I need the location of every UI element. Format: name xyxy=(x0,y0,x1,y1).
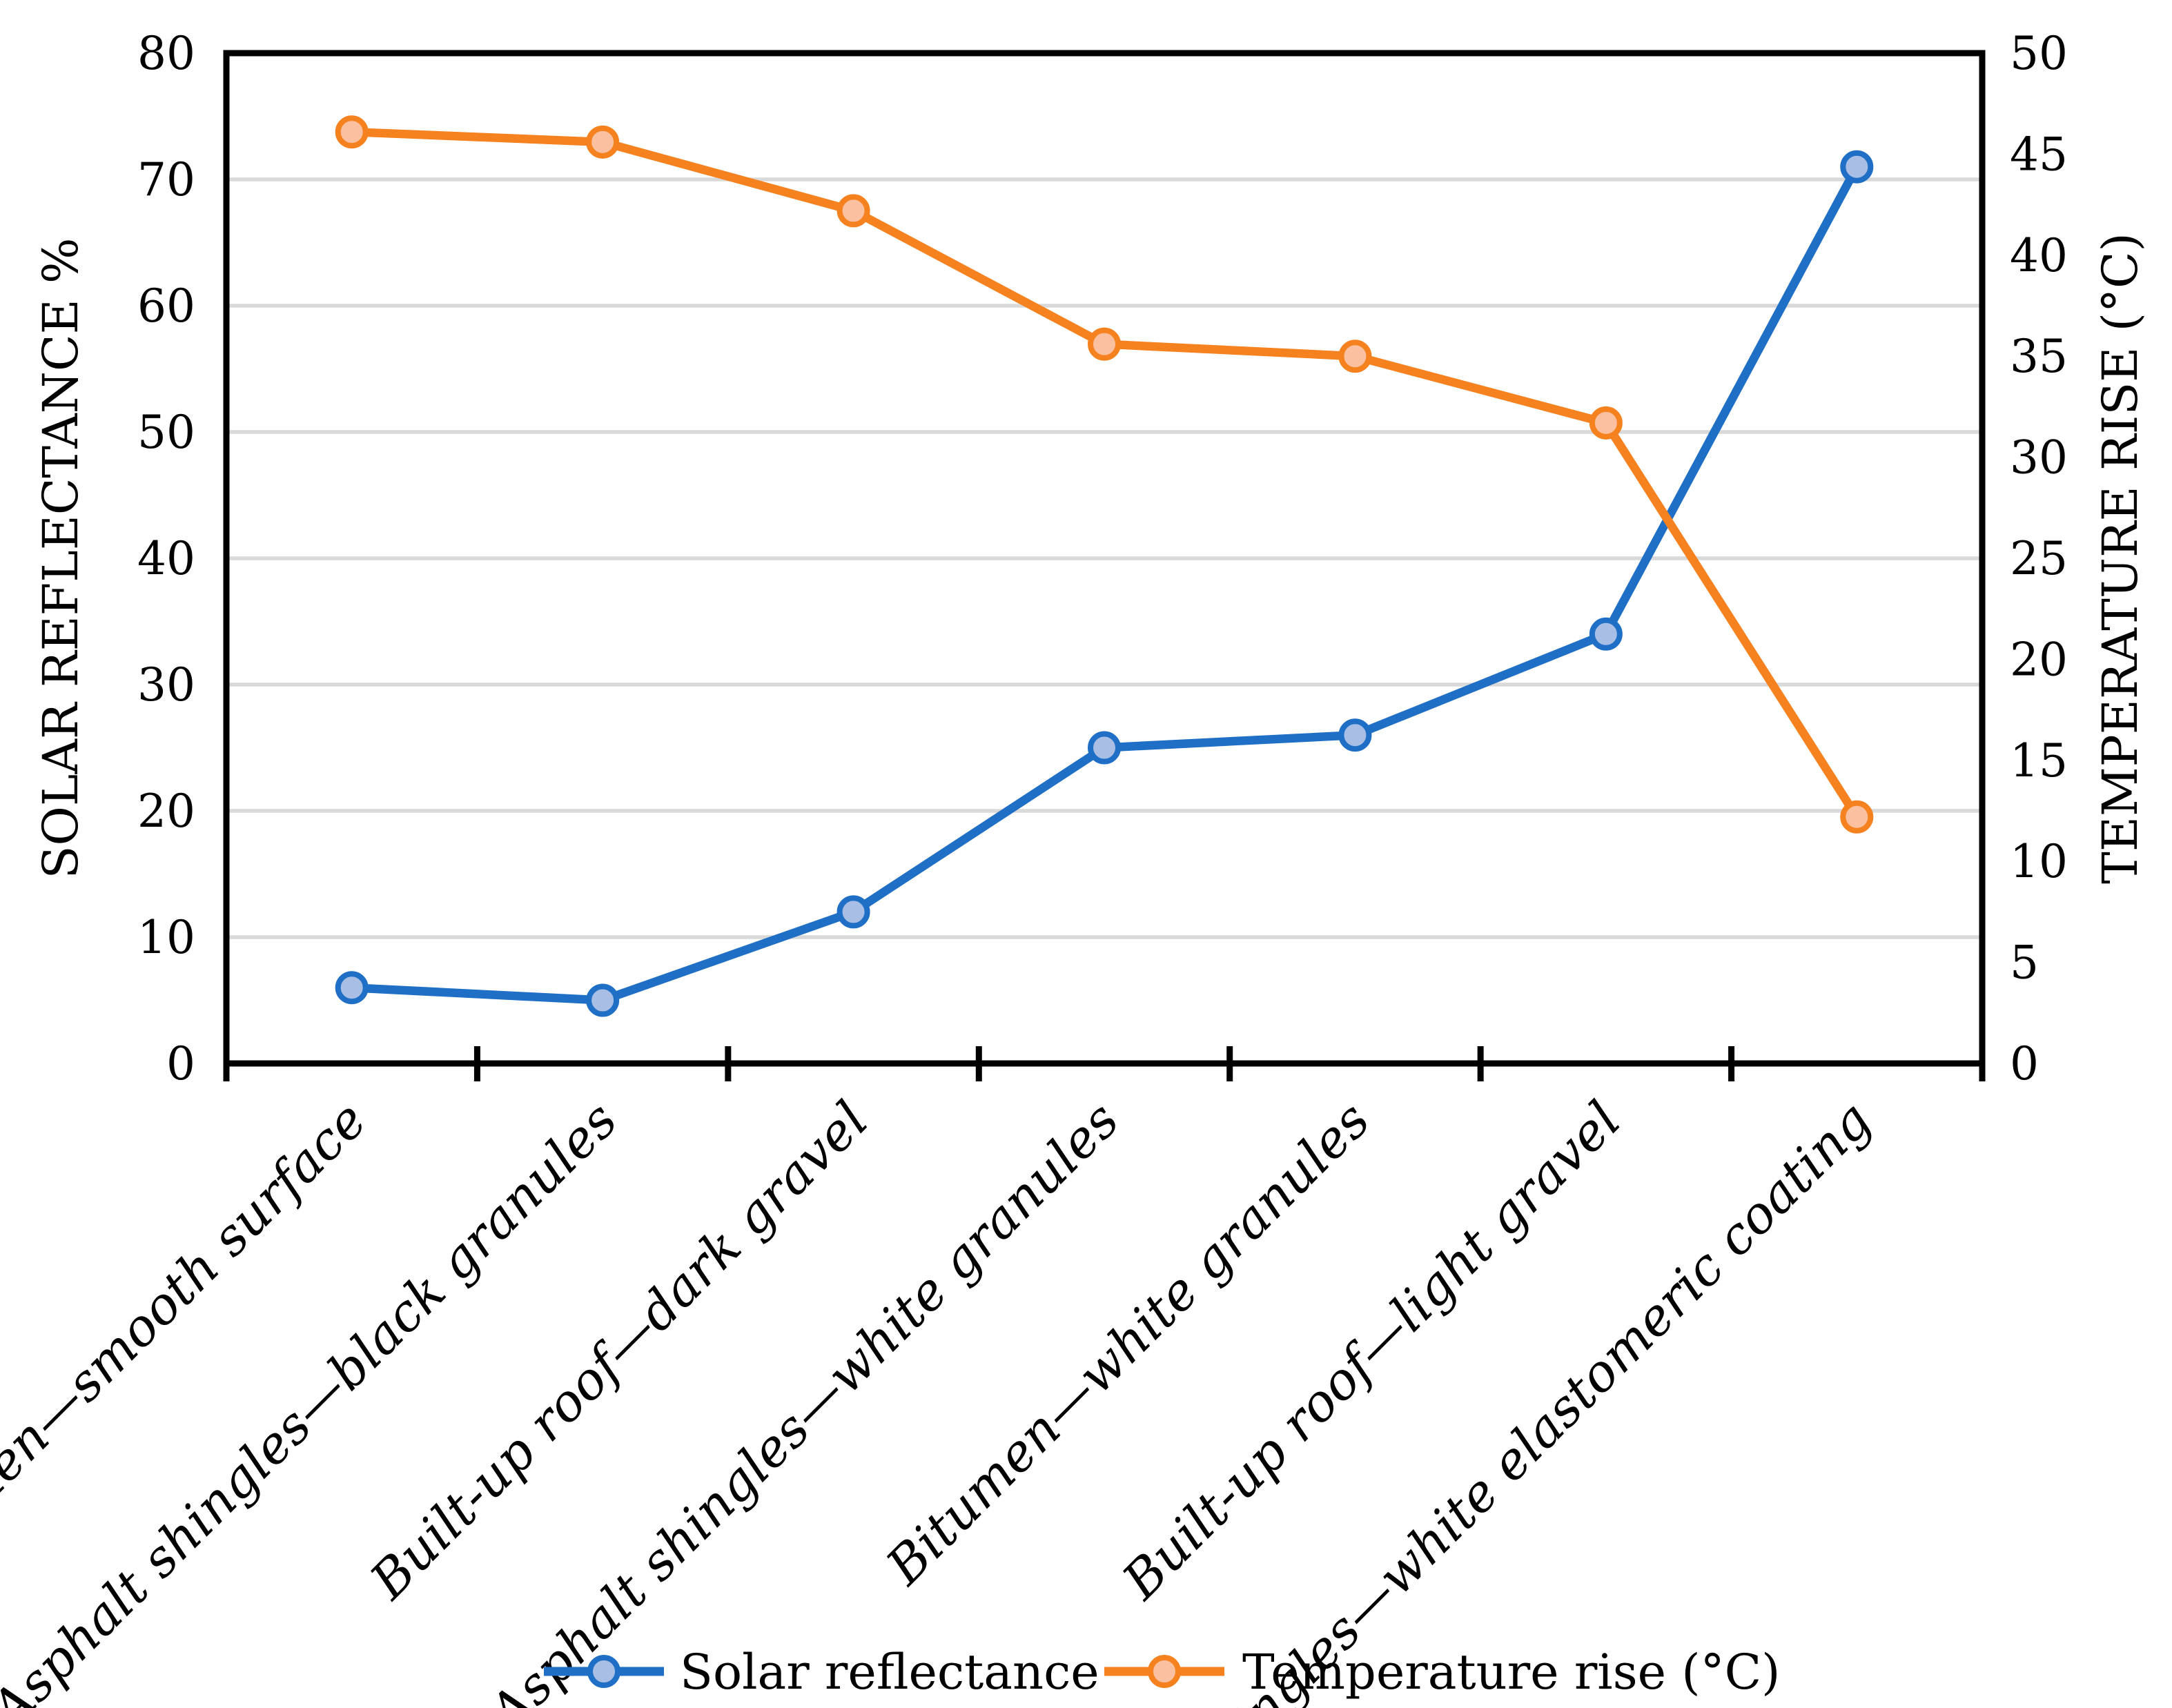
right-axis-tick-label: 45 xyxy=(2010,128,2068,181)
data-point-marker xyxy=(335,971,369,1005)
left-axis-tick-label: 80 xyxy=(137,27,195,80)
data-point-marker xyxy=(335,115,369,149)
data-point-marker xyxy=(836,194,870,228)
left-axis-tick-label: 40 xyxy=(137,532,195,585)
left-axis-tick-label: 50 xyxy=(137,406,195,459)
right-axis-tick-label: 10 xyxy=(2010,835,2068,888)
data-point-marker xyxy=(836,895,870,929)
data-point-marker xyxy=(1840,150,1874,184)
data-point-marker xyxy=(1338,718,1372,752)
right-axis-tick-label: 40 xyxy=(2010,229,2068,282)
left-axis-tick-label: 30 xyxy=(137,658,195,711)
right-axis-tick-label: 20 xyxy=(2010,633,2068,686)
series-line xyxy=(351,164,1861,1005)
right-axis-title: TEMPERATURE RISE (°C) xyxy=(2092,233,2149,884)
data-series xyxy=(335,115,1874,1017)
series-line xyxy=(351,127,1861,820)
data-point-marker xyxy=(1589,406,1623,440)
data-point-marker xyxy=(586,983,620,1017)
right-axis-tick-label: 0 xyxy=(2010,1037,2039,1090)
legend-label-solar-reflectance: Solar reflectance xyxy=(680,1644,1099,1700)
right-axis-tick-labels: 0 5 10 15 20 25 30 35 40 45 50 xyxy=(2010,27,2068,1090)
right-axis-tick-label: 25 xyxy=(2010,532,2068,585)
data-point-marker xyxy=(1088,327,1121,361)
plot-area-border xyxy=(223,50,1986,1067)
left-axis-tick-label: 0 xyxy=(166,1037,195,1090)
left-axis-tick-label: 60 xyxy=(137,279,195,333)
right-axis-tick-label: 35 xyxy=(2010,330,2068,383)
right-axis-tick-label: 15 xyxy=(2010,734,2068,787)
right-axis-tick-label: 5 xyxy=(2010,936,2039,990)
left-axis-title: SOLAR REFLECTANCE % xyxy=(32,238,89,879)
right-axis-tick-label: 30 xyxy=(2010,431,2068,484)
data-point-marker xyxy=(1840,800,1874,834)
left-axis-tick-labels: 0 10 20 30 40 50 60 70 80 xyxy=(137,27,195,1090)
category-label: Built-up roof—light gravel xyxy=(1111,1090,1632,1611)
legend-marker-swatch xyxy=(1148,1655,1181,1688)
legend-marker-swatch xyxy=(587,1655,620,1688)
gridlines xyxy=(226,177,1982,939)
left-axis-tick-label: 10 xyxy=(137,911,195,964)
legend: Solar reflectance Temperature rise (°C) xyxy=(544,1644,1780,1700)
category-label: Bitumen—white granules xyxy=(874,1090,1381,1597)
data-point-marker xyxy=(1338,340,1372,373)
legend-swatches xyxy=(544,1655,1224,1688)
left-axis-tick-label: 70 xyxy=(137,153,195,206)
right-axis-tick-label: 50 xyxy=(2010,27,2068,80)
data-point-marker xyxy=(1088,731,1121,765)
category-label: Built-up roof—dark gravel xyxy=(358,1090,879,1611)
legend-label-temperature-rise: Temperature rise (°C) xyxy=(1242,1644,1780,1700)
data-point-marker xyxy=(1589,617,1623,651)
left-axis-tick-label: 20 xyxy=(137,785,195,838)
data-point-marker xyxy=(586,125,620,159)
